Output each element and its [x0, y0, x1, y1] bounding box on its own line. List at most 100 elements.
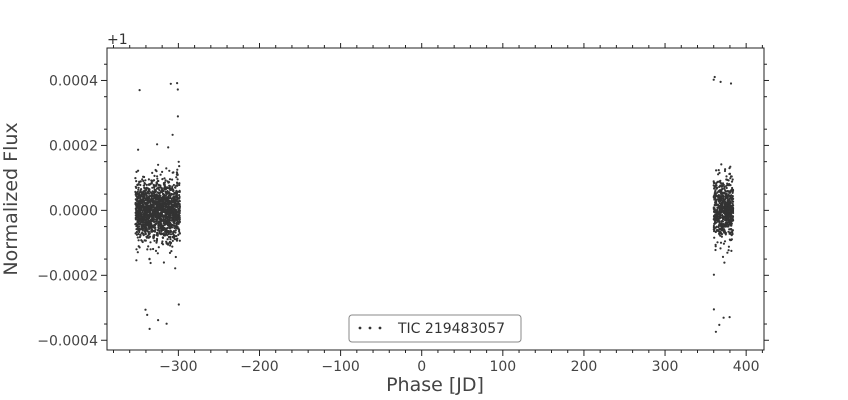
data-point — [176, 184, 179, 187]
data-point — [716, 218, 720, 221]
data-point — [176, 227, 179, 230]
data-point — [159, 194, 162, 197]
x-tick-label: 0 — [417, 359, 426, 375]
data-point — [719, 80, 722, 83]
data-point — [150, 195, 153, 198]
data-point — [142, 213, 145, 216]
data-point — [135, 206, 138, 209]
data-point — [166, 238, 169, 241]
data-point — [712, 78, 715, 81]
data-point — [141, 223, 144, 226]
data-point — [140, 205, 143, 208]
y-tick-label: 0.0004 — [49, 73, 98, 89]
data-point — [136, 200, 139, 203]
data-point — [729, 219, 732, 223]
data-point — [725, 219, 728, 222]
data-point — [137, 239, 140, 242]
data-point — [717, 169, 720, 172]
data-point — [717, 173, 720, 176]
data-point — [136, 214, 139, 217]
data-point — [731, 210, 734, 213]
data-point — [155, 211, 158, 214]
data-point — [178, 183, 181, 187]
data-point — [148, 213, 151, 216]
data-point — [171, 178, 174, 181]
data-point — [718, 195, 721, 198]
data-point — [717, 224, 721, 227]
legend-marker — [358, 326, 362, 330]
data-point — [163, 181, 166, 184]
data-point — [721, 206, 724, 209]
data-point — [154, 249, 158, 252]
x-tick-label: 100 — [489, 359, 516, 375]
data-point — [167, 223, 170, 226]
data-point — [164, 219, 167, 222]
data-point — [165, 231, 168, 234]
data-point — [169, 244, 172, 247]
data-point — [135, 193, 138, 196]
data-point — [729, 231, 732, 234]
data-point — [171, 193, 174, 196]
data-point — [134, 211, 137, 214]
data-point — [727, 193, 730, 196]
data-point — [712, 308, 716, 311]
data-point — [160, 206, 163, 209]
data-point — [142, 216, 146, 219]
data-point — [171, 133, 174, 136]
data-point — [168, 202, 171, 206]
data-point — [175, 194, 178, 197]
data-point — [176, 178, 179, 181]
data-point — [169, 82, 172, 85]
data-point — [137, 196, 140, 199]
data-point — [161, 240, 164, 243]
data-point — [162, 224, 165, 228]
data-point — [715, 182, 718, 185]
data-point — [714, 221, 718, 224]
data-point — [165, 242, 168, 245]
data-point — [177, 217, 180, 221]
data-point — [731, 200, 734, 203]
data-point — [136, 251, 139, 254]
data-point — [153, 206, 156, 210]
data-point — [730, 224, 733, 227]
data-point — [137, 207, 140, 211]
data-point — [163, 198, 167, 201]
data-point — [151, 224, 155, 227]
data-point — [728, 195, 732, 198]
data-point — [724, 208, 727, 211]
data-point — [178, 214, 181, 217]
data-point — [721, 255, 725, 258]
data-point — [178, 200, 181, 203]
data-point — [167, 146, 170, 149]
data-point — [156, 197, 159, 200]
legend-label: TIC 219483057 — [397, 321, 505, 337]
data-point — [167, 207, 170, 210]
data-point — [157, 204, 160, 207]
data-point — [726, 200, 729, 203]
data-point — [157, 207, 160, 210]
y-tick-label: 0.0000 — [49, 203, 98, 219]
data-point — [149, 248, 152, 251]
data-point — [151, 190, 154, 193]
data-point — [153, 211, 157, 214]
data-point — [727, 249, 730, 252]
data-point — [724, 233, 727, 236]
data-point — [145, 214, 148, 217]
data-point — [148, 222, 151, 225]
data-point — [730, 238, 734, 241]
data-point — [168, 184, 171, 187]
data-point — [718, 222, 722, 225]
data-point — [177, 213, 180, 216]
data-point — [145, 196, 149, 199]
data-point — [139, 207, 142, 211]
data-point — [731, 232, 734, 236]
data-point — [156, 252, 159, 255]
data-point — [137, 223, 140, 226]
data-point — [156, 231, 159, 234]
data-point — [146, 207, 149, 210]
data-point — [718, 323, 721, 326]
data-point — [161, 197, 165, 200]
data-point — [137, 148, 140, 151]
data-point — [165, 222, 168, 225]
data-point — [144, 207, 147, 210]
